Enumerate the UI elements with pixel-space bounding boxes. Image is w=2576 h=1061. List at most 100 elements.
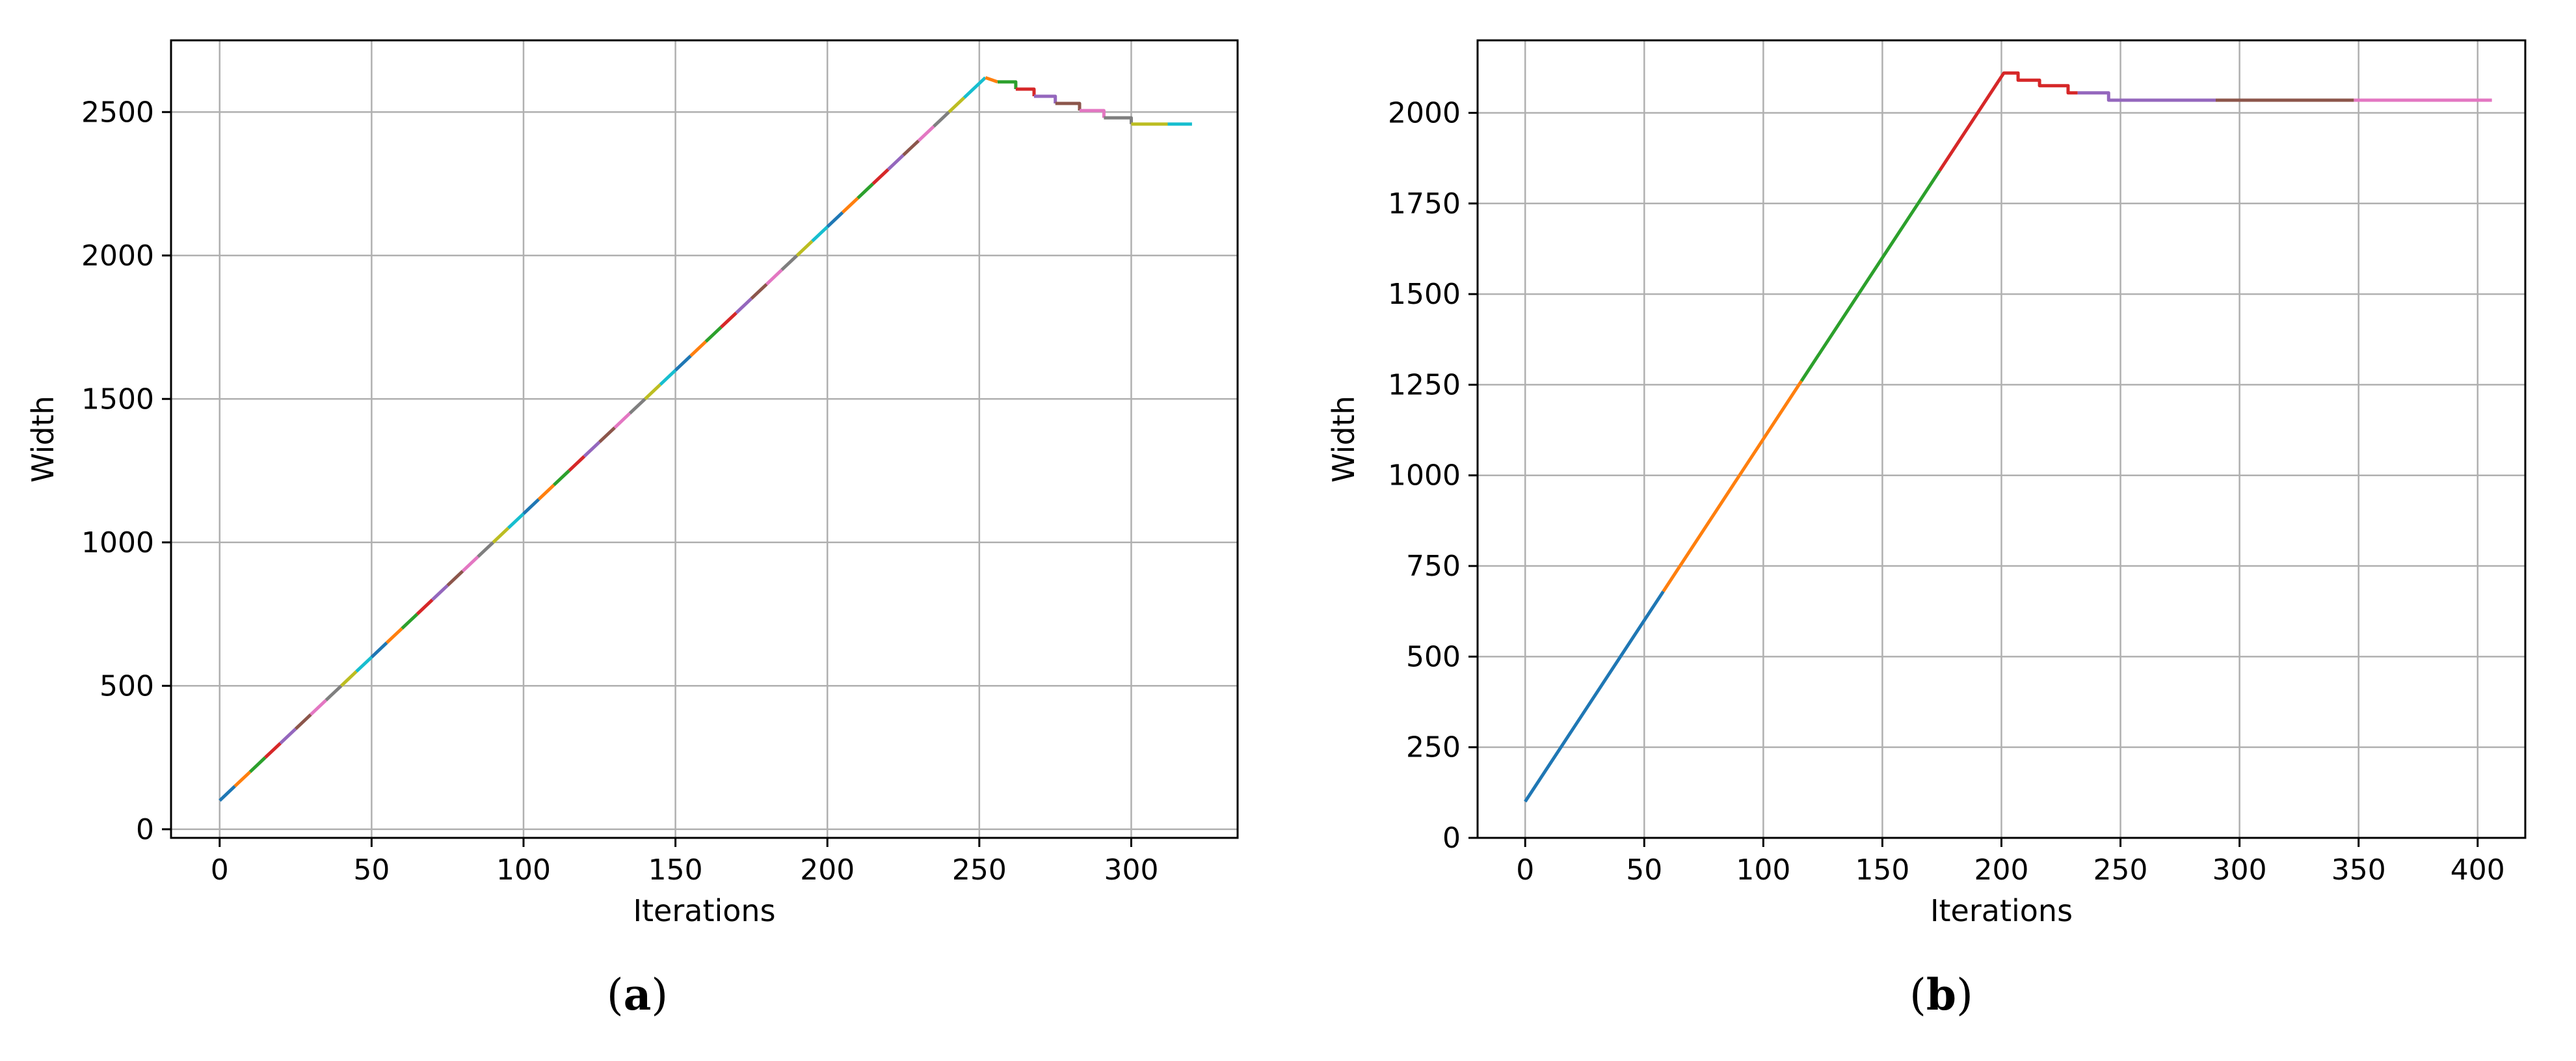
x-tick-label: 250	[952, 853, 1007, 887]
x-tick-label: 300	[1104, 853, 1158, 887]
series-line-28	[644, 383, 662, 401]
y-tick-label: 500	[100, 669, 154, 703]
series-line-14	[431, 584, 449, 601]
series-line-53	[1034, 94, 1057, 103]
x-tick-label: 100	[496, 853, 551, 887]
series-line-37	[780, 254, 799, 271]
series-line-15	[446, 570, 464, 587]
series-line-2	[1799, 170, 1941, 383]
series-line-45	[902, 139, 920, 157]
x-tick-label: 300	[2212, 853, 2267, 887]
series-line-19	[507, 512, 525, 530]
series-line-21	[537, 483, 555, 501]
y-tick-label: 750	[1406, 550, 1461, 583]
series-line-30	[674, 355, 692, 372]
chart-0: 0 50 100 150 200 250 300 0 500 1000 1500 2000 2500 It…	[25, 39, 1239, 928]
x-tick-label: 250	[2093, 853, 2148, 887]
x-tick-label: 0	[1516, 853, 1534, 887]
series-line-51	[997, 80, 1018, 89]
x-tick-label: 200	[1974, 853, 2029, 887]
x-tick-label: 350	[2331, 853, 2386, 887]
series-line-29	[659, 369, 677, 386]
y-tick-label: 0	[136, 813, 154, 846]
series-line-49	[963, 76, 987, 100]
y-axis-label: Width	[1326, 396, 1361, 483]
series-line-3	[264, 742, 282, 759]
y-tick-label: 1500	[1388, 278, 1461, 311]
series-line-5	[294, 713, 312, 731]
caption-a: (a)	[606, 969, 669, 1020]
y-tick-label: 1000	[81, 526, 154, 559]
x-tick-label: 50	[353, 853, 390, 887]
series-line-48	[948, 96, 966, 114]
series-line-7	[325, 684, 343, 702]
series-line-44	[886, 154, 905, 171]
y-tick-label: 2000	[81, 239, 154, 273]
y-tick-label: 1250	[1388, 368, 1461, 401]
y-tick-label: 1000	[1388, 459, 1461, 492]
series-line-6	[310, 699, 328, 716]
series-line-10	[370, 641, 388, 659]
x-tick-label: 200	[800, 853, 855, 887]
series-line-31	[689, 340, 708, 357]
series-line-13	[416, 598, 434, 615]
series-line-34	[735, 297, 753, 314]
plot-area	[171, 40, 1238, 838]
x-tick-label: 150	[1855, 853, 1909, 887]
x-tick-label: 100	[1736, 853, 1790, 887]
series-line-20	[522, 498, 540, 515]
series-line-16	[461, 555, 479, 572]
series-line-27	[628, 397, 646, 415]
y-tick-label: 2500	[81, 96, 154, 129]
axes-frame	[170, 39, 1239, 839]
series-line-25	[598, 426, 616, 444]
series-line-17	[477, 541, 495, 558]
x-axis-label: Iterations	[1930, 893, 2073, 928]
y-tick-label: 2000	[1388, 96, 1461, 129]
x-tick-label: 150	[648, 853, 703, 887]
series-line-24	[583, 440, 601, 458]
x-axis-label: Iterations	[633, 893, 775, 928]
series-line-55	[1080, 109, 1106, 118]
series-line-11	[385, 627, 403, 644]
series-line-22	[552, 469, 570, 487]
series-line-3	[1938, 71, 2078, 172]
series-line-18	[492, 526, 510, 544]
series-line-42	[856, 182, 875, 200]
y-tick-label: 0	[1442, 822, 1461, 855]
series-line-54	[1055, 101, 1082, 111]
series-line-56	[1104, 116, 1133, 124]
series-line-23	[568, 455, 586, 472]
series-line-8	[339, 670, 358, 688]
series-line-0	[219, 785, 236, 802]
series-line-50	[985, 75, 998, 84]
caption-b: (b)	[1909, 969, 1973, 1020]
y-axis-label: Width	[25, 396, 60, 483]
y-tick-label: 500	[1406, 640, 1461, 673]
x-tick-label: 0	[211, 853, 229, 887]
series-line-38	[795, 239, 814, 257]
x-tick-label: 50	[1626, 853, 1662, 887]
series-line-47	[933, 111, 950, 128]
series-line-0	[1524, 590, 1665, 803]
series-line-39	[811, 225, 829, 243]
series-line-4	[279, 727, 297, 745]
series-line-35	[750, 283, 768, 300]
series-line-33	[719, 312, 737, 329]
series-line-36	[765, 268, 783, 286]
series-line-43	[871, 168, 890, 185]
series-line-32	[704, 326, 723, 343]
series-line-1	[1662, 380, 1803, 593]
series-line-4	[2077, 91, 2216, 102]
series-line-52	[1015, 87, 1036, 96]
y-tick-label: 1750	[1388, 187, 1461, 221]
series-line-41	[841, 196, 859, 214]
series-line-9	[355, 656, 373, 673]
series-line-26	[613, 412, 631, 429]
series-line-12	[401, 613, 419, 630]
series-line-46	[917, 125, 935, 142]
x-tick-label: 400	[2450, 853, 2505, 887]
series-line-40	[826, 211, 844, 228]
y-tick-label: 1500	[81, 383, 154, 416]
